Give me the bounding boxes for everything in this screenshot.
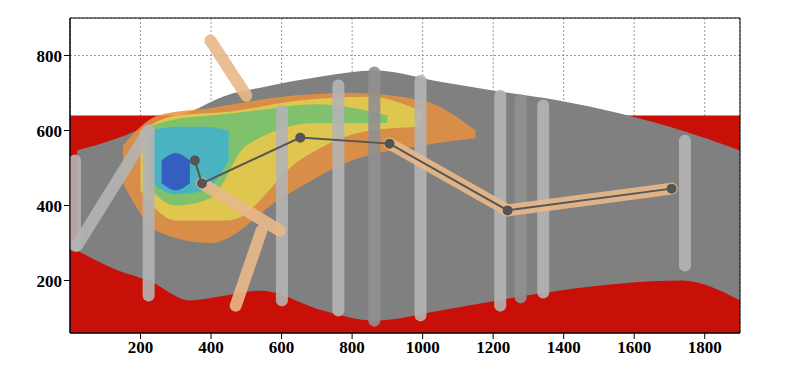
svg-text:1800: 1800 [688,338,722,357]
svg-text:1000: 1000 [406,338,440,357]
svg-text:1200: 1200 [476,338,510,357]
svg-text:600: 600 [37,122,63,141]
svg-text:200: 200 [128,338,154,357]
svg-text:200: 200 [37,272,63,291]
svg-text:800: 800 [37,47,63,66]
svg-text:400: 400 [37,197,63,216]
svg-text:600: 600 [269,338,295,357]
svg-text:400: 400 [198,338,224,357]
svg-text:800: 800 [339,338,365,357]
svg-text:1600: 1600 [617,338,651,357]
svg-text:1400: 1400 [547,338,581,357]
